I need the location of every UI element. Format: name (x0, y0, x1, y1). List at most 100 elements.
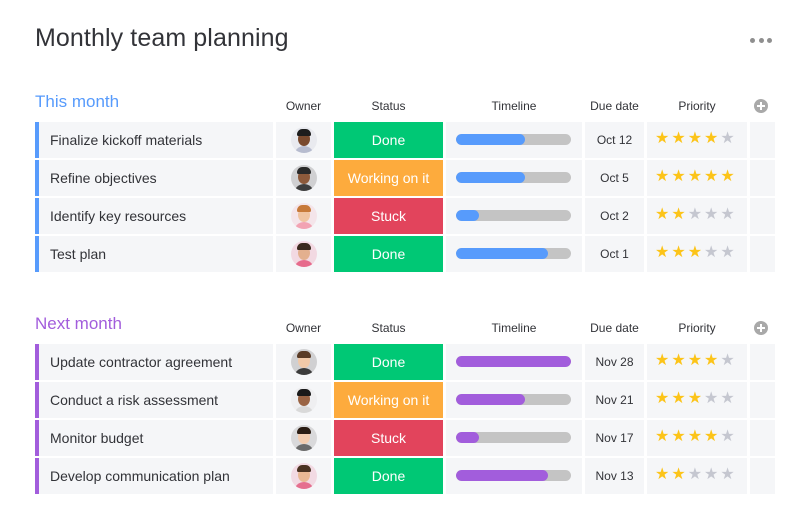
status-badge[interactable]: Working on it (334, 382, 443, 418)
priority-rating[interactable]: ★ ★ ★ ★ ★ (647, 382, 747, 418)
due-date[interactable]: Nov 13 (585, 458, 644, 494)
empty-cell[interactable] (750, 458, 775, 494)
column-header-priority[interactable]: Priority (678, 99, 716, 113)
timeline-bar[interactable] (456, 394, 571, 405)
man-avatar-icon[interactable] (291, 387, 317, 413)
table-row[interactable]: Identify key resources Stuck Oct 2 ★ ★ ★ ★ ★ (35, 198, 775, 234)
table-row[interactable]: Develop communication plan Done Nov 13 ★ ★ ★ ★… (35, 458, 775, 494)
star-filled-icon[interactable]: ★ (655, 206, 670, 223)
item-name-cell[interactable]: Monitor budget (35, 420, 273, 456)
star-empty-icon[interactable]: ★ (704, 390, 719, 407)
priority-rating[interactable]: ★ ★ ★ ★ ★ (647, 160, 747, 196)
empty-cell[interactable] (750, 198, 775, 234)
timeline-bar[interactable] (456, 432, 571, 443)
owner-cell[interactable] (276, 344, 331, 380)
empty-cell[interactable] (750, 382, 775, 418)
star-empty-icon[interactable]: ★ (704, 244, 719, 261)
owner-cell[interactable] (276, 198, 331, 234)
table-row[interactable]: Update contractor agreement Done Nov 28 ★ ★ ★… (35, 344, 775, 380)
star-filled-icon[interactable]: ★ (704, 168, 719, 185)
star-filled-icon[interactable]: ★ (671, 428, 686, 445)
owner-cell[interactable] (276, 458, 331, 494)
star-filled-icon[interactable]: ★ (687, 244, 703, 261)
column-header-owner[interactable]: Owner (285, 321, 322, 335)
timeline-bar[interactable] (456, 134, 571, 145)
priority-rating[interactable]: ★ ★ ★ ★ ★ (647, 236, 747, 272)
status-badge[interactable]: Done (334, 344, 443, 380)
timeline-bar[interactable] (456, 172, 571, 183)
more-options-icon[interactable] (750, 38, 772, 44)
column-header-due-date[interactable]: Due date (590, 321, 639, 335)
star-filled-icon[interactable]: ★ (704, 428, 719, 445)
item-name-cell[interactable]: Test plan (35, 236, 273, 272)
table-row[interactable]: Test plan Done Oct 1 ★ ★ ★ ★ ★ (35, 236, 775, 272)
empty-cell[interactable] (750, 420, 775, 456)
star-empty-icon[interactable]: ★ (720, 390, 735, 407)
star-filled-icon[interactable]: ★ (655, 466, 670, 483)
timeline-cell[interactable] (446, 382, 582, 418)
timeline-cell[interactable] (446, 458, 582, 494)
column-header-status[interactable]: Status (371, 321, 406, 335)
star-filled-icon[interactable]: ★ (655, 130, 670, 147)
table-row[interactable]: Refine objectives Working on it Oct 5 ★ ★ ★ ★ ★ (35, 160, 775, 196)
star-filled-icon[interactable]: ★ (671, 206, 686, 223)
timeline-bar[interactable] (456, 356, 571, 367)
item-name-cell[interactable]: Finalize kickoff materials (35, 122, 273, 158)
star-filled-icon[interactable]: ★ (671, 466, 686, 483)
item-name-cell[interactable]: Develop communication plan (35, 458, 273, 494)
star-empty-icon[interactable]: ★ (720, 206, 735, 223)
due-date[interactable]: Nov 17 (585, 420, 644, 456)
owner-cell[interactable] (276, 160, 331, 196)
owner-cell[interactable] (276, 236, 331, 272)
item-name-cell[interactable]: Refine objectives (35, 160, 273, 196)
star-filled-icon[interactable]: ★ (655, 390, 670, 407)
star-filled-icon[interactable]: ★ (671, 352, 686, 369)
owner-cell[interactable] (276, 420, 331, 456)
empty-cell[interactable] (750, 122, 775, 158)
star-filled-icon[interactable]: ★ (671, 244, 686, 261)
star-filled-icon[interactable]: ★ (671, 390, 686, 407)
man-avatar-icon[interactable] (291, 241, 317, 267)
status-badge[interactable]: Done (334, 236, 443, 272)
star-filled-icon[interactable]: ★ (687, 428, 703, 445)
star-empty-icon[interactable]: ★ (687, 206, 703, 223)
star-filled-icon[interactable]: ★ (671, 130, 686, 147)
priority-rating[interactable]: ★ ★ ★ ★ ★ (647, 344, 747, 380)
star-filled-icon[interactable]: ★ (687, 130, 703, 147)
due-date[interactable]: Oct 2 (585, 198, 644, 234)
column-header-timeline[interactable]: Timeline (491, 321, 537, 335)
timeline-cell[interactable] (446, 236, 582, 272)
timeline-cell[interactable] (446, 160, 582, 196)
woman-avatar-icon[interactable] (291, 425, 317, 451)
status-badge[interactable]: Working on it (334, 160, 443, 196)
star-filled-icon[interactable]: ★ (720, 168, 735, 185)
star-filled-icon[interactable]: ★ (655, 352, 670, 369)
man-avatar-icon[interactable] (291, 127, 317, 153)
star-filled-icon[interactable]: ★ (671, 168, 686, 185)
due-date[interactable]: Oct 12 (585, 122, 644, 158)
priority-rating[interactable]: ★ ★ ★ ★ ★ (647, 420, 747, 456)
group-title[interactable]: This month (35, 92, 120, 111)
timeline-cell[interactable] (446, 344, 582, 380)
star-filled-icon[interactable]: ★ (655, 428, 670, 445)
add-column-icon[interactable] (754, 321, 768, 335)
timeline-bar[interactable] (456, 470, 571, 481)
due-date[interactable]: Oct 5 (585, 160, 644, 196)
column-header-timeline[interactable]: Timeline (491, 99, 537, 113)
item-name-cell[interactable]: Conduct a risk assessment (35, 382, 273, 418)
star-empty-icon[interactable]: ★ (704, 466, 719, 483)
star-empty-icon[interactable]: ★ (720, 244, 735, 261)
timeline-cell[interactable] (446, 420, 582, 456)
man-avatar-icon[interactable] (291, 165, 317, 191)
star-empty-icon[interactable]: ★ (720, 466, 735, 483)
star-filled-icon[interactable]: ★ (687, 168, 703, 185)
timeline-cell[interactable] (446, 198, 582, 234)
empty-cell[interactable] (750, 344, 775, 380)
timeline-bar[interactable] (456, 210, 571, 221)
man-avatar-icon[interactable] (291, 463, 317, 489)
priority-rating[interactable]: ★ ★ ★ ★ ★ (647, 122, 747, 158)
table-row[interactable]: Conduct a risk assessment Working on it No… (35, 382, 775, 418)
star-filled-icon[interactable]: ★ (655, 244, 670, 261)
column-header-owner[interactable]: Owner (285, 99, 322, 113)
empty-cell[interactable] (750, 236, 775, 272)
